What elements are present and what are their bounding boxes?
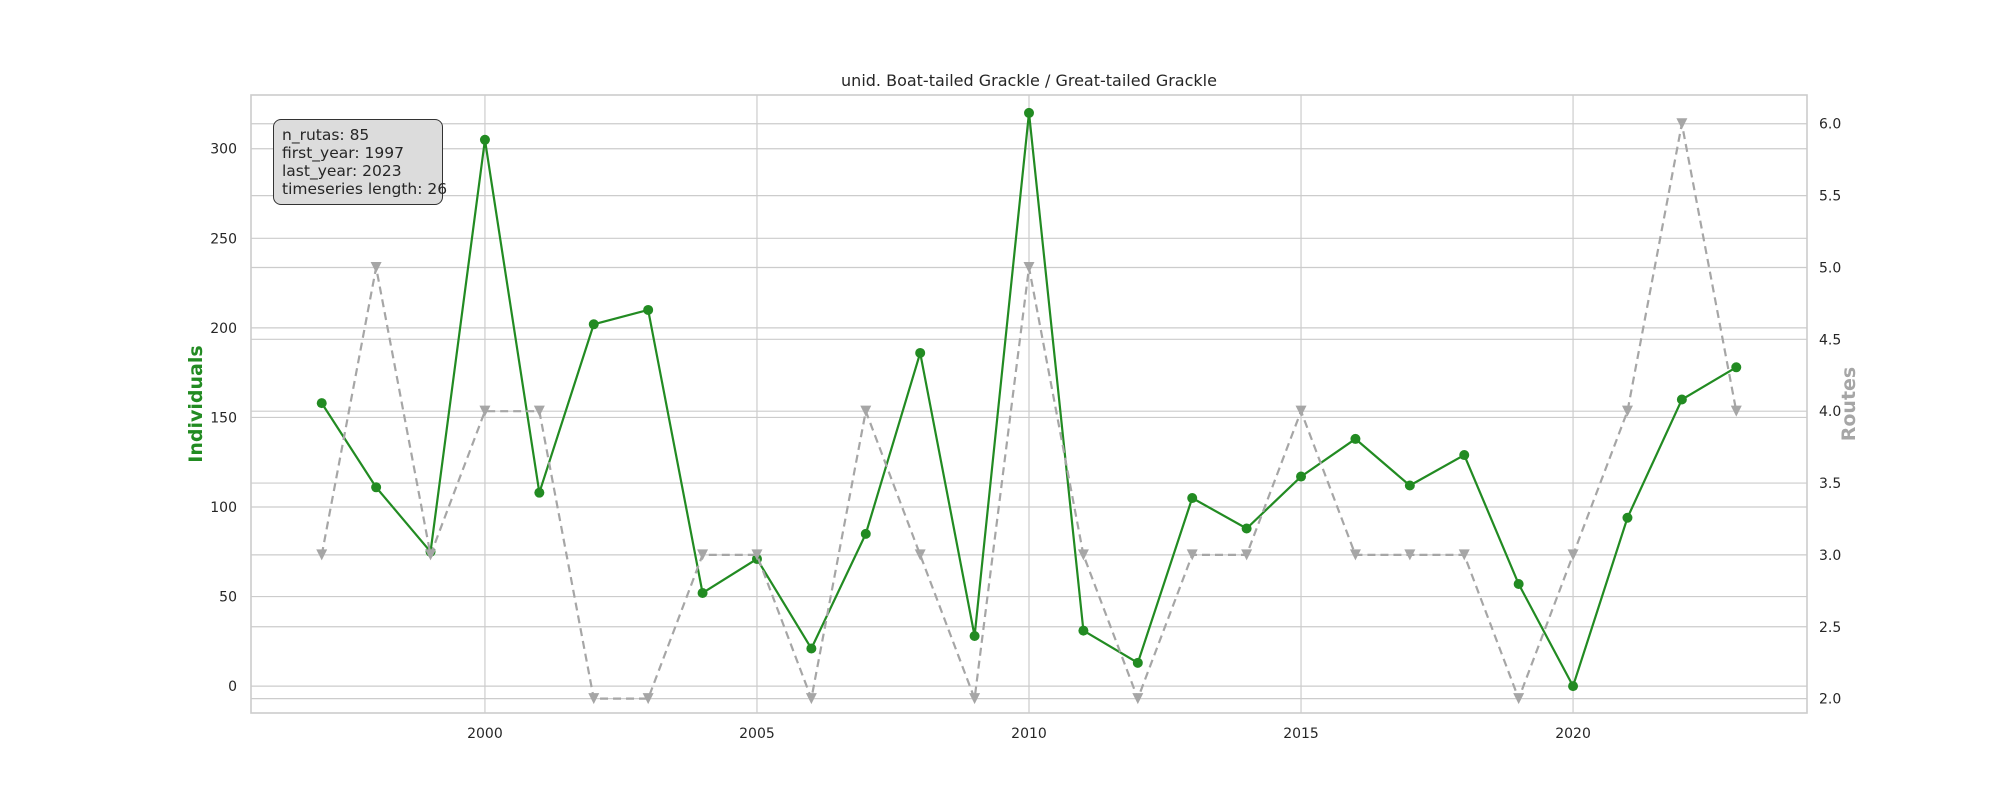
data-point [1241, 549, 1253, 561]
data-point [1077, 549, 1089, 561]
x-tick-label: 2005 [739, 726, 775, 742]
y-tick-label: 150 [210, 410, 237, 426]
y2-tick-label: 5.5 [1819, 189, 1841, 205]
grid [251, 95, 1807, 713]
data-point [1404, 480, 1415, 491]
stats-box: n_rutas: 85 first_year: 1997 last_year: … [273, 119, 448, 205]
series-routes [316, 118, 1742, 705]
data-point [1296, 471, 1307, 482]
data-point [643, 304, 654, 315]
data-point [1513, 693, 1525, 705]
data-point [371, 482, 382, 493]
data-point [588, 319, 599, 330]
data-point [642, 693, 654, 705]
data-point [370, 261, 382, 273]
data-point [1132, 693, 1144, 705]
data-point [1132, 657, 1143, 668]
data-point [1567, 549, 1579, 561]
data-point [915, 347, 926, 358]
data-point [316, 398, 327, 409]
data-point [1295, 405, 1307, 417]
data-point [533, 405, 545, 417]
data-point [1404, 549, 1416, 561]
data-point [1731, 362, 1742, 373]
data-point [805, 693, 817, 705]
data-point [425, 549, 437, 561]
data-point [1187, 493, 1198, 504]
data-point [1349, 549, 1361, 561]
data-point [697, 587, 708, 598]
data-point [1350, 433, 1361, 444]
data-point [1676, 118, 1688, 130]
y2-tick-label: 6.0 [1819, 117, 1841, 133]
data-point [914, 549, 926, 561]
plot-frame [250, 94, 1808, 714]
y-axis-label-individuals: Individuals [185, 345, 207, 462]
data-point [969, 630, 980, 641]
data-point [479, 134, 490, 145]
data-point [697, 549, 709, 561]
data-point [751, 549, 763, 561]
x-tick-label: 2000 [467, 726, 503, 742]
y2-tick-label: 3.0 [1819, 548, 1841, 564]
data-point [1622, 512, 1633, 523]
data-point [1023, 261, 1035, 273]
data-point [479, 405, 491, 417]
data-point [1241, 523, 1252, 534]
data-point [1078, 625, 1089, 636]
y2-tick-label: 4.5 [1819, 332, 1841, 348]
y2-tick-label: 3.5 [1819, 476, 1841, 492]
stats-first-year: first_year: 1997 [282, 144, 404, 162]
data-point [1024, 107, 1034, 118]
y2-tick-label: 4.0 [1819, 404, 1841, 420]
y-tick-label: 200 [210, 321, 237, 337]
data-point [1458, 549, 1470, 561]
y-tick-label: 100 [210, 500, 237, 516]
chart-title: unid. Boat-tailed Grackle / Great-tailed… [841, 71, 1217, 90]
data-point [1186, 549, 1198, 561]
stats-n-rutas: n_rutas: 85 [282, 126, 370, 144]
data-point [588, 693, 600, 705]
data-point [1513, 579, 1524, 590]
data-point [1459, 450, 1470, 461]
data-point [1621, 405, 1633, 417]
y-axis-label-routes: Routes [1838, 367, 1860, 442]
series [316, 107, 1742, 705]
data-point [534, 487, 545, 498]
data-point [860, 528, 871, 539]
stats-timeseries-length: timeseries length: 26 [282, 180, 448, 198]
tick-labels: 2000 2005 2010 2015 2020 0 50 100 150 200 250 300 2.… [210, 117, 1841, 742]
x-tick-label: 2020 [1555, 726, 1591, 742]
data-point [1568, 681, 1579, 692]
data-point [1730, 405, 1742, 417]
y-tick-label: 300 [210, 142, 237, 158]
y2-tick-label: 2.5 [1819, 620, 1841, 636]
y-tick-label: 50 [219, 590, 237, 606]
data-point [860, 405, 872, 417]
data-point [969, 693, 981, 705]
x-tick-label: 2015 [1283, 726, 1319, 742]
y2-tick-label: 5.0 [1819, 260, 1841, 276]
data-point [806, 643, 817, 654]
data-point [316, 549, 328, 561]
series-individuals [316, 107, 1742, 692]
x-tick-label: 2010 [1011, 726, 1047, 742]
y2-tick-label: 2.0 [1819, 692, 1841, 708]
data-point [1676, 394, 1687, 405]
y-tick-label: 250 [210, 231, 237, 247]
y-tick-label: 0 [228, 679, 237, 695]
stats-last-year: last_year: 2023 [282, 162, 402, 180]
